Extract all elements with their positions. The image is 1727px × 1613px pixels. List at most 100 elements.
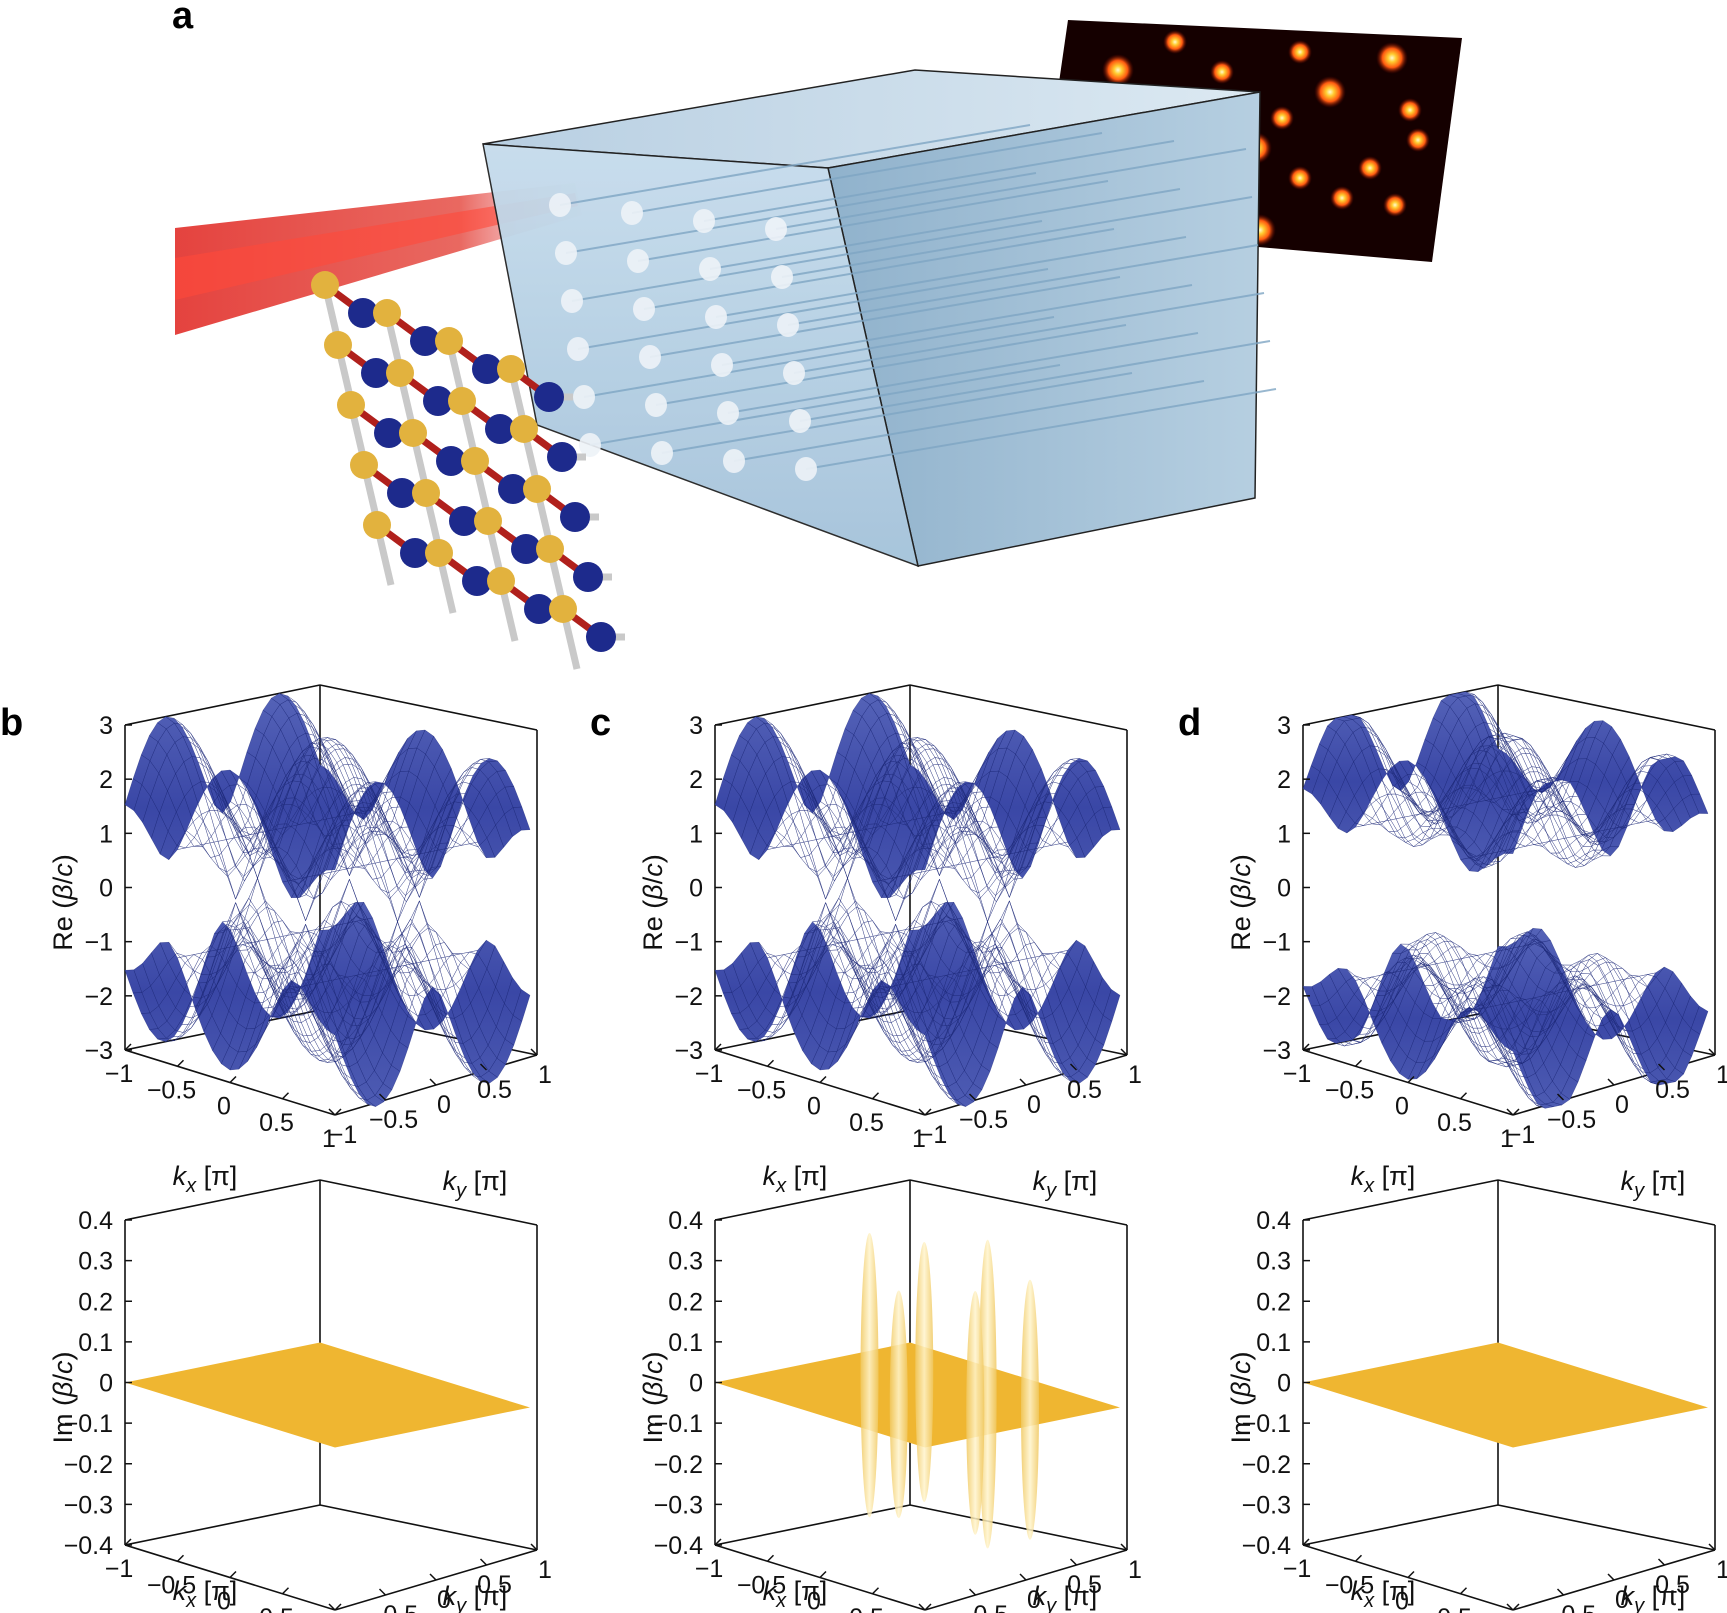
ky-tick-label: −1	[329, 1121, 358, 1149]
kx-tick-label: 0.5	[849, 1604, 884, 1613]
ky-tick-label: 1	[538, 1061, 552, 1089]
axis-box-edge	[714, 1179, 911, 1221]
intensity-spot	[1163, 30, 1187, 54]
k-axis-label: kx [π]	[1351, 1161, 1416, 1197]
band-surface	[1302, 691, 1709, 873]
z-tick-label: 2	[1277, 766, 1291, 794]
waveguide-rod	[721, 284, 1193, 366]
z-tick-label: −0.4	[64, 1532, 113, 1560]
atom-site-a	[350, 451, 378, 479]
ky-tick	[1607, 1573, 1615, 1581]
waveguide-rod	[577, 268, 1049, 350]
ky-tick-label: 0	[1615, 1091, 1629, 1119]
ky-tick	[1556, 1588, 1565, 1596]
ky-tick	[1506, 1603, 1514, 1611]
kx-tick-label: −1	[1283, 1060, 1312, 1088]
kx-tick	[871, 1092, 880, 1100]
z-tick-label: 0	[99, 875, 113, 903]
waveguide-rod	[565, 172, 1037, 254]
kx-tick-label: 0	[217, 1093, 231, 1121]
kx-tick	[176, 1554, 185, 1562]
z-tick-label: −0.3	[654, 1491, 703, 1519]
k-axis-label: kx [π]	[763, 1576, 828, 1612]
atom-site-a	[412, 479, 440, 507]
z-tick-label: 0.1	[668, 1329, 703, 1357]
intensity-spot	[1406, 128, 1430, 152]
z-tick-label: 0.3	[668, 1248, 703, 1276]
waveguide-rod	[655, 324, 1127, 406]
atom-site-a	[324, 331, 352, 359]
z-tick-label: 2	[99, 766, 113, 794]
ky-tick-label: 0.5	[1067, 1076, 1102, 1104]
ky-tick-label: −0.5	[1547, 1106, 1596, 1134]
kx-tick-label: 0.5	[259, 1109, 294, 1137]
z-tick-label: 0	[1277, 875, 1291, 903]
axis-box-edge	[1497, 1504, 1716, 1551]
axis-label-part: Re (	[1226, 900, 1256, 951]
waveguide-end	[621, 201, 643, 225]
k-axis-label: ky [π]	[1033, 1166, 1098, 1202]
panel-label-d: d	[1178, 702, 1201, 744]
ky-tick	[328, 1108, 336, 1116]
z-tick-label: −0.3	[1242, 1491, 1291, 1519]
ky-tick-label: 0	[437, 1091, 451, 1119]
band-surface	[714, 693, 1121, 923]
axis-label-part: c	[1226, 1360, 1256, 1374]
intensity-spot	[1288, 40, 1312, 64]
ky-tick-label: −0.5	[369, 1106, 418, 1134]
ky-tick	[1657, 1063, 1666, 1071]
intensity-spot	[1314, 76, 1346, 108]
ky-tick-label: −0.5	[369, 1601, 418, 1613]
atom-site-b	[586, 622, 616, 652]
waveguide-rod	[709, 188, 1181, 270]
atom-site-b	[410, 326, 440, 356]
waveguide-end	[627, 249, 649, 273]
waveguide-end	[705, 305, 727, 329]
axis-box-edge	[1497, 684, 1716, 731]
axis-label-part: /	[638, 1374, 668, 1382]
k-axis-label: ky [π]	[1621, 1166, 1686, 1202]
kx-tick	[924, 1108, 932, 1116]
atom-site-b	[374, 418, 404, 448]
ky-tick	[479, 1558, 488, 1566]
axis-label-part: )	[638, 854, 668, 863]
waveguide-end	[645, 393, 667, 417]
ky-tick	[1120, 1543, 1128, 1551]
waveguide-end	[555, 241, 577, 265]
axis-label: Im (β/c)	[48, 1352, 78, 1444]
kx-tick	[871, 1587, 880, 1595]
exceptional-point-peak	[860, 1232, 879, 1518]
waveguide-end	[579, 433, 601, 457]
waveguide-rod	[775, 148, 1247, 230]
axis-label-part: /	[1226, 1374, 1256, 1382]
k-axis-label: kx [π]	[173, 1161, 238, 1197]
intensity-spot	[1210, 60, 1234, 84]
ky-tick	[1019, 1573, 1027, 1581]
atom-site-b	[387, 478, 417, 508]
axis-box-edge	[1302, 1179, 1499, 1221]
k-axis-label: kx [π]	[763, 1161, 828, 1197]
atom-site-a	[523, 475, 551, 503]
exceptional-point-peak	[915, 1242, 934, 1502]
kx-tick-label: 0	[807, 1093, 821, 1121]
band-surface	[714, 877, 1121, 1107]
intensity-spot	[1288, 166, 1312, 190]
waveguide-rod	[643, 228, 1115, 310]
waveguide-end	[639, 345, 661, 369]
z-tick-label: 0.2	[668, 1288, 703, 1316]
z-tick-label: −2	[674, 983, 703, 1011]
atom-site-b	[436, 446, 466, 476]
ky-tick	[429, 1078, 437, 1086]
exceptional-point-peak	[889, 1290, 908, 1518]
axis-label-part: /	[48, 1374, 78, 1382]
z-tick-label: −1	[674, 929, 703, 957]
ky-tick	[530, 1048, 538, 1056]
exceptional-point-peak	[966, 1291, 985, 1535]
axis-label-part: β	[1226, 1382, 1256, 1398]
z-tick-label: 0.1	[1256, 1329, 1291, 1357]
axis-label-part: c	[1226, 863, 1256, 877]
z-tick-label: 0	[689, 875, 703, 903]
atom-site-a	[474, 507, 502, 535]
